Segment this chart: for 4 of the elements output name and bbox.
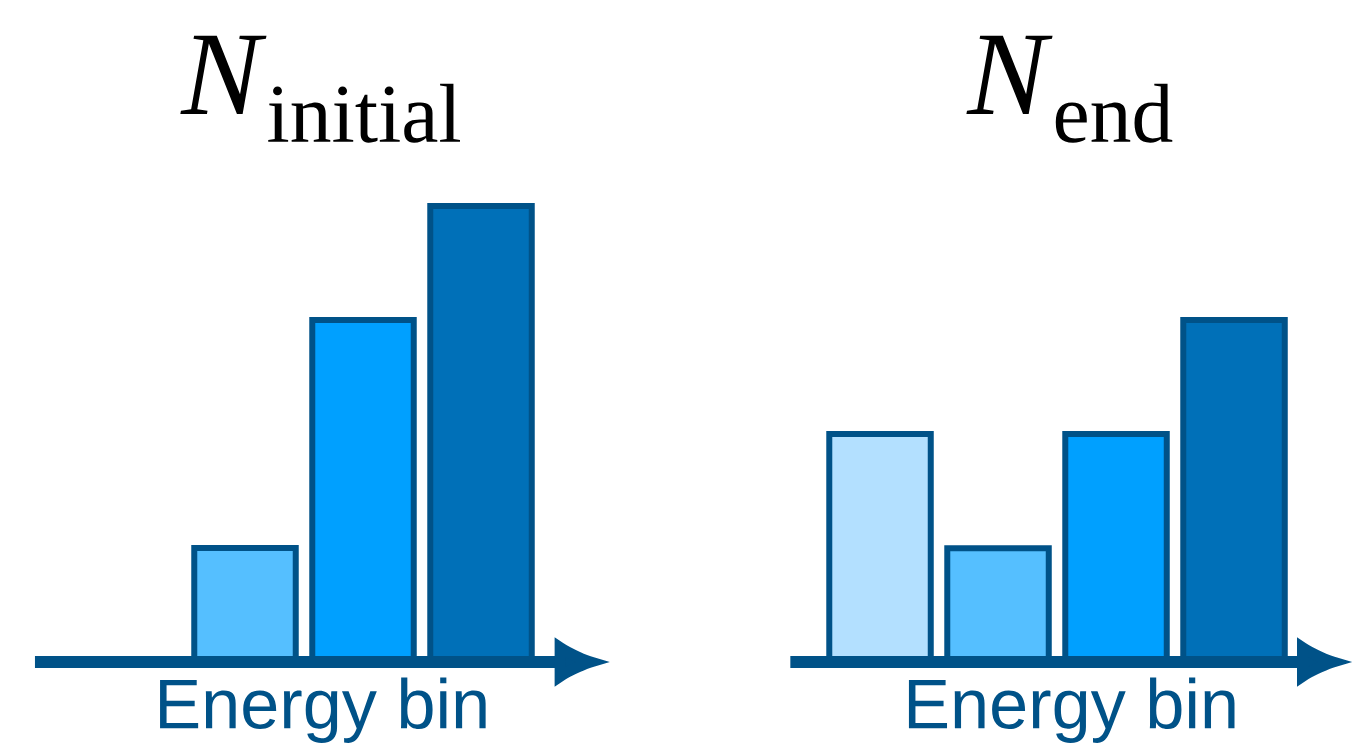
chart-title: N$_{initial}$: [180, 35, 460, 143]
x-axis-title: Energy bin: [160, 677, 486, 743]
x-axis-title: Energy bin: [908, 677, 1235, 743]
chart-title: N$_{end}$: [966, 35, 1173, 143]
